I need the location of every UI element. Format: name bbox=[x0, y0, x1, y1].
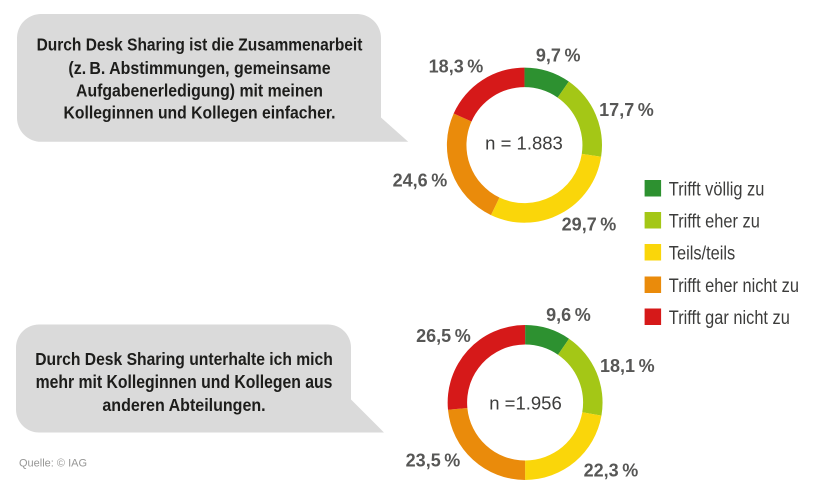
svg-text:Teils/teils: Teils/teils bbox=[669, 242, 735, 264]
svg-text:29,7 %: 29,7 % bbox=[562, 215, 617, 235]
svg-text:(z. B. Abstimmungen, gemeinsam: (z. B. Abstimmungen, gemeinsame bbox=[68, 58, 330, 78]
svg-text:9,7 %: 9,7 % bbox=[536, 46, 581, 66]
svg-text:anderen Abteilungen.: anderen Abteilungen. bbox=[102, 395, 265, 415]
svg-text:n =1.956: n =1.956 bbox=[489, 393, 562, 414]
svg-text:Trifft gar nicht zu: Trifft gar nicht zu bbox=[669, 306, 790, 328]
svg-text:Trifft eher zu: Trifft eher zu bbox=[669, 210, 760, 232]
svg-text:22,3 %: 22,3 % bbox=[584, 460, 639, 480]
svg-text:24,6 %: 24,6 % bbox=[393, 171, 448, 191]
svg-text:Durch Desk Sharing ist die Zus: Durch Desk Sharing ist die Zusammenarbei… bbox=[37, 35, 363, 55]
svg-text:mehr mit Kolleginnen und Kolle: mehr mit Kolleginnen und Kollegen aus bbox=[36, 372, 333, 392]
svg-text:17,7 %: 17,7 % bbox=[599, 100, 654, 120]
svg-text:Durch Desk Sharing unterhalte: Durch Desk Sharing unterhalte ich mich bbox=[35, 349, 333, 369]
svg-text:23,5 %: 23,5 % bbox=[406, 450, 461, 470]
svg-text:26,5 %: 26,5 % bbox=[416, 326, 471, 346]
svg-text:Quelle: © IAG: Quelle: © IAG bbox=[19, 458, 87, 470]
svg-text:18,1 %: 18,1 % bbox=[600, 356, 655, 376]
svg-text:Aufgabenerledigung) mit meinen: Aufgabenerledigung) mit meinen bbox=[76, 80, 323, 100]
svg-text:n = 1.883: n = 1.883 bbox=[485, 133, 563, 154]
svg-text:9,6 %: 9,6 % bbox=[546, 305, 591, 325]
svg-text:18,3 %: 18,3 % bbox=[429, 57, 484, 77]
svg-text:Kolleginnen und Kollegen einfa: Kolleginnen und Kollegen einfacher. bbox=[63, 102, 335, 122]
svg-text:Trifft eher nicht zu: Trifft eher nicht zu bbox=[669, 274, 799, 296]
svg-text:Trifft völlig zu: Trifft völlig zu bbox=[669, 178, 765, 200]
